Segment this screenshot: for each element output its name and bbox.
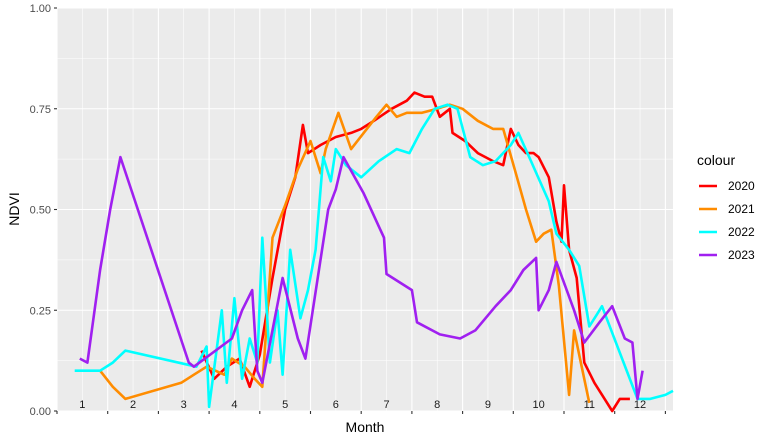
month-label: 7 xyxy=(383,399,389,411)
legend: colour 2020 2021 2022 2023 xyxy=(697,152,755,266)
month-label: 8 xyxy=(434,399,440,411)
month-label: 12 xyxy=(634,399,646,411)
month-label: 10 xyxy=(533,399,545,411)
series-line-2023 xyxy=(79,155,644,401)
month-label: 1 xyxy=(79,399,85,411)
series-line-2022 xyxy=(74,103,674,409)
y-tick-label: 0.00 xyxy=(30,406,51,418)
month-label: 9 xyxy=(485,399,491,411)
legend-label-2021: 2021 xyxy=(728,202,755,216)
month-label: 2 xyxy=(130,399,136,411)
y-tick-label: 0.25 xyxy=(30,305,51,317)
y-axis: 0.00 0.25 0.50 0.75 1.00 xyxy=(30,3,57,418)
x-axis xyxy=(56,411,666,414)
legend-label-2023: 2023 xyxy=(728,248,755,262)
month-label: 5 xyxy=(282,399,288,411)
y-axis-title: NDVI xyxy=(6,192,22,225)
month-label: 3 xyxy=(181,399,187,411)
series-lines xyxy=(74,91,674,413)
x-axis-title: Month xyxy=(346,419,385,435)
month-label: 6 xyxy=(333,399,339,411)
y-tick-label: 1.00 xyxy=(30,3,51,15)
y-tick-label: 0.75 xyxy=(30,104,51,116)
month-label: 11 xyxy=(584,399,595,411)
legend-title: colour xyxy=(697,152,735,168)
month-label: 4 xyxy=(231,399,237,411)
legend-label-2022: 2022 xyxy=(728,225,755,239)
y-tick-label: 0.50 xyxy=(30,205,51,217)
legend-label-2020: 2020 xyxy=(728,179,755,193)
month-labels: 1 2 3 4 5 6 7 8 9 10 11 12 xyxy=(79,399,646,411)
